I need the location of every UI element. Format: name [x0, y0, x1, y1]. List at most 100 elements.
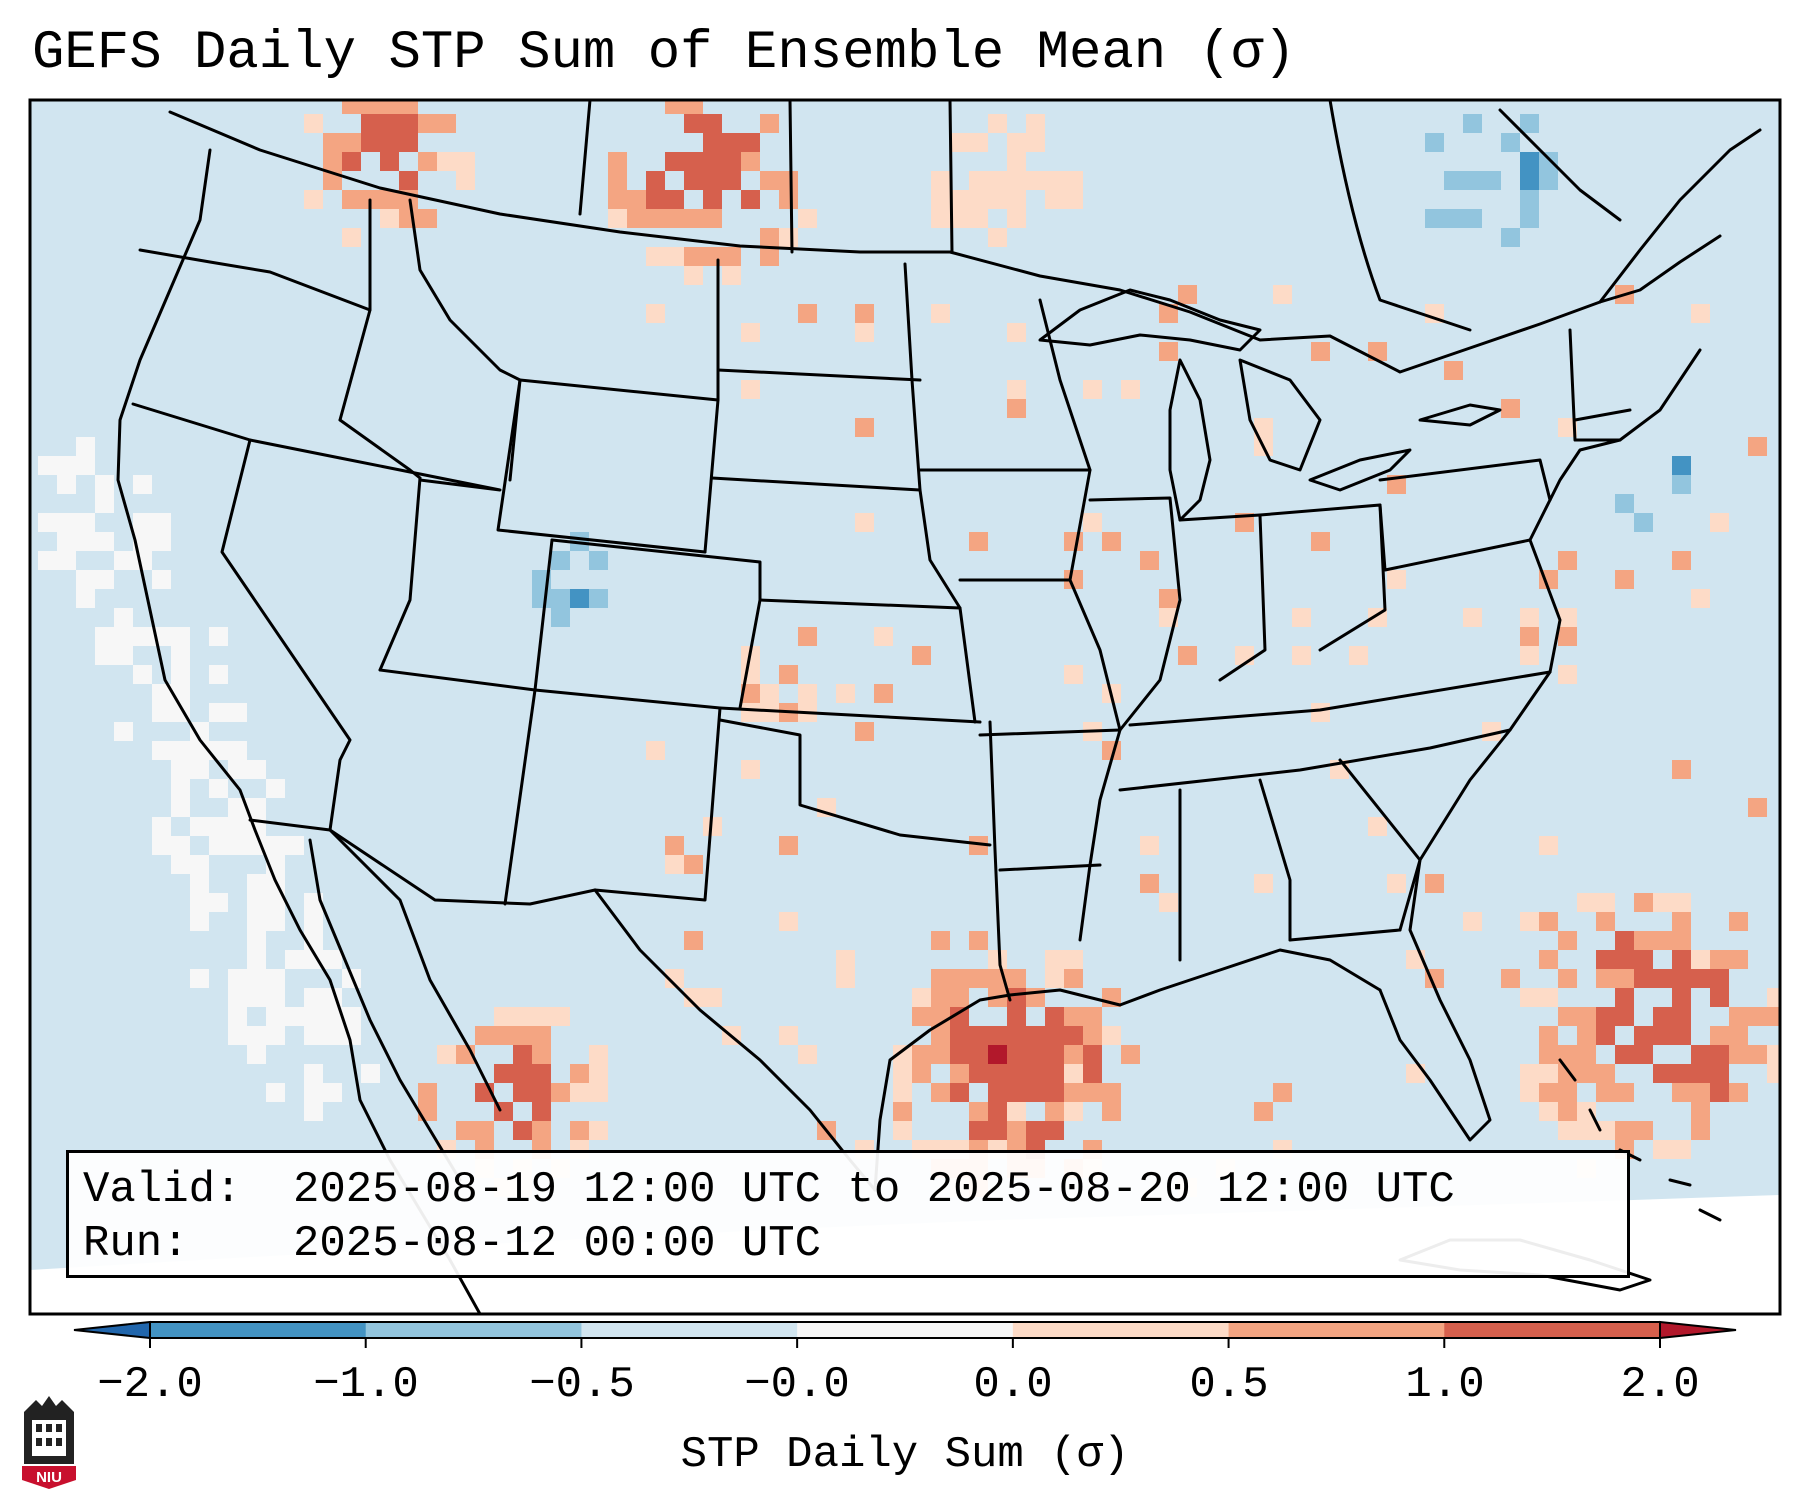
niu-logo-icon: NIU: [22, 1396, 76, 1489]
anomaly-pixel: [1634, 950, 1653, 969]
anomaly-pixel: [1463, 171, 1482, 190]
anomaly-pixel: [1140, 836, 1159, 855]
anomaly-pixel: [1520, 190, 1539, 209]
near-zero-pixel: [95, 532, 114, 551]
near-zero-pixel: [342, 1007, 361, 1026]
anomaly-pixel: [1672, 1140, 1691, 1159]
anomaly-pixel: [1558, 931, 1577, 950]
anomaly-pixel: [988, 1121, 1007, 1140]
near-zero-pixel: [228, 1007, 247, 1026]
province-line: [1328, 100, 1472, 332]
anomaly-pixel: [608, 171, 627, 190]
near-zero-pixel: [171, 760, 190, 779]
near-zero-pixel: [38, 456, 57, 475]
anomaly-pixel: [399, 100, 418, 114]
near-zero-pixel: [247, 1026, 266, 1045]
near-zero-pixel: [228, 798, 247, 817]
anomaly-pixel: [779, 171, 798, 190]
anomaly-pixel: [1045, 1083, 1064, 1102]
anomaly-pixel: [1767, 1064, 1780, 1083]
anomaly-pixel: [969, 1102, 988, 1121]
anomaly-pixel: [684, 855, 703, 874]
anomaly-pixel: [1064, 665, 1083, 684]
anomaly-pixel: [741, 133, 760, 152]
anomaly-pixel: [874, 684, 893, 703]
anomaly-pixel: [1596, 969, 1615, 988]
anomaly-pixel: [1520, 627, 1539, 646]
anomaly-pixel: [1558, 627, 1577, 646]
near-zero-pixel: [95, 646, 114, 665]
state-line: [1088, 496, 1182, 732]
anomaly-pixel: [1501, 399, 1520, 418]
near-zero-pixel: [190, 969, 209, 988]
anomaly-pixel: [950, 988, 969, 1007]
state-line: [1258, 503, 1387, 652]
near-zero-pixel: [247, 836, 266, 855]
anomaly-pixel: [855, 304, 874, 323]
near-zero-pixel: [304, 1007, 323, 1026]
anomaly-pixel: [665, 209, 684, 228]
anomaly-pixel: [1102, 1026, 1121, 1045]
anomaly-pixel: [950, 1007, 969, 1026]
anomaly-pixel: [1653, 969, 1672, 988]
state-line: [378, 476, 422, 672]
anomaly-pixel: [1615, 931, 1634, 950]
anomaly-pixel: [931, 969, 950, 988]
anomaly-pixel: [1577, 1064, 1596, 1083]
anomaly-pixel: [988, 950, 1007, 969]
anomaly-pixel: [1463, 114, 1482, 133]
anomaly-pixel: [1026, 1121, 1045, 1140]
near-zero-pixel: [304, 912, 323, 931]
anomaly-pixel: [665, 969, 684, 988]
near-zero-pixel: [209, 665, 228, 684]
near-zero-pixel: [114, 646, 133, 665]
province-line: [788, 100, 794, 254]
anomaly-pixel: [399, 171, 418, 190]
anomaly-pixel: [836, 684, 855, 703]
anomaly-pixel: [437, 152, 456, 171]
anomaly-pixel: [1520, 608, 1539, 627]
anomaly-pixel: [684, 114, 703, 133]
state-line: [1258, 778, 1292, 942]
near-zero-pixel: [190, 760, 209, 779]
near-zero-pixel: [247, 950, 266, 969]
anomaly-pixel: [1634, 931, 1653, 950]
state-line: [1573, 408, 1632, 422]
state-line: [496, 378, 707, 554]
anomaly-pixel: [361, 133, 380, 152]
anomaly-pixel: [722, 247, 741, 266]
colorbar-tick: −0.5: [529, 1360, 635, 1410]
anomaly-pixel: [969, 1121, 988, 1140]
anomaly-pixel: [1254, 874, 1273, 893]
anomaly-pixel: [589, 1045, 608, 1064]
coastline: [1598, 128, 1762, 304]
coastline: [116, 148, 482, 1314]
anomaly-pixel: [570, 1064, 589, 1083]
near-zero-pixel: [95, 570, 114, 589]
anomaly-pixel: [703, 209, 722, 228]
anomaly-pixel: [1026, 1083, 1045, 1102]
colorbar-segment: [1012, 1322, 1230, 1338]
near-zero-pixel: [266, 969, 285, 988]
anomaly-pixel: [1292, 646, 1311, 665]
anomaly-pixel: [437, 1045, 456, 1064]
anomaly-pixel: [494, 1026, 513, 1045]
anomaly-pixel: [532, 1064, 551, 1083]
colorbar-segment: [1228, 1322, 1445, 1338]
anomaly-pixel: [399, 133, 418, 152]
anomaly-pixel: [912, 988, 931, 1007]
anomaly-pixel: [741, 760, 760, 779]
near-zero-pixel: [304, 1083, 323, 1102]
near-zero-pixel: [209, 627, 228, 646]
anomaly-pixel: [1672, 1064, 1691, 1083]
near-zero-pixel: [323, 1026, 342, 1045]
anomaly-pixel: [608, 152, 627, 171]
state-line: [716, 368, 922, 382]
anomaly-pixel: [323, 152, 342, 171]
anomaly-pixel: [1026, 1026, 1045, 1045]
anomaly-pixel: [475, 1121, 494, 1140]
near-zero-pixel: [190, 722, 209, 741]
anomaly-pixel: [665, 836, 684, 855]
state-line: [978, 728, 1122, 737]
colorbar-extend: [1659, 1320, 1737, 1340]
